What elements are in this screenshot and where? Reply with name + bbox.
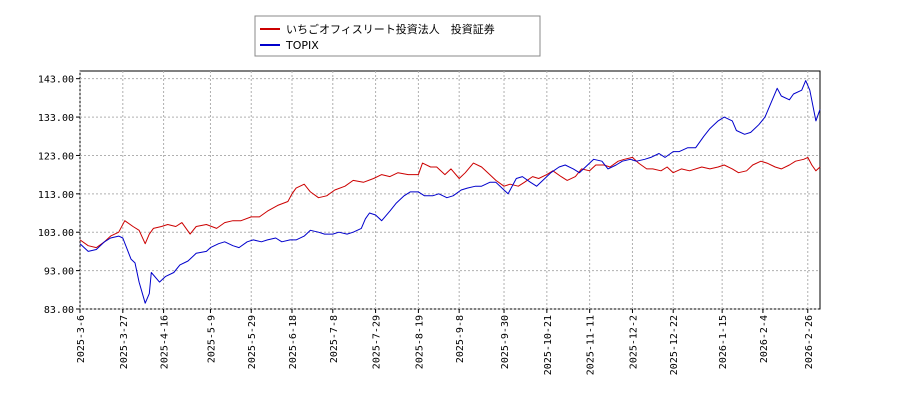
legend-box — [254, 15, 541, 57]
x-axis: 2025-3-6 2025-3-27 2025-4-16 2025-5-9 2025-5… — [76, 309, 815, 375]
x-tick-label: 2025-3-27 — [119, 315, 130, 369]
x-tick-label: 2026-2-26 — [804, 315, 815, 369]
x-tick-label: 2025-9-30 — [500, 315, 511, 369]
y-axis: 143.00 133.00 123.00 113.00 103.00 93.00 83.00 — [38, 75, 80, 316]
x-tick-label: 2025-5-9 — [206, 315, 217, 363]
y-tick-label: 123.00 — [38, 151, 74, 162]
x-tick-label: 2025-4-16 — [160, 315, 171, 369]
x-tick-label: 2025-7-29 — [372, 315, 383, 369]
x-tick-label: 2025-11-11 — [586, 315, 597, 375]
y-tick-label: 103.00 — [38, 228, 74, 239]
x-tick-label: 2025-7-8 — [329, 315, 340, 363]
y-tick-label: 93.00 — [44, 267, 74, 278]
x-tick-label: 2026-1-15 — [718, 315, 729, 369]
x-tick-label: 2025-6-18 — [288, 315, 299, 369]
y-tick-label: 143.00 — [38, 75, 74, 86]
x-tick-label: 2025-12-2 — [628, 315, 639, 369]
x-tick-label: 2025-12-22 — [669, 315, 680, 375]
grid-lines — [79, 71, 820, 310]
y-tick-label: 133.00 — [38, 113, 74, 124]
x-tick-label: 2025-3-6 — [76, 315, 87, 363]
x-tick-label: 2025-8-19 — [414, 315, 425, 369]
x-tick-label: 2026-2-4 — [759, 315, 770, 363]
y-tick-label: 83.00 — [44, 305, 74, 316]
legend-label-0: いちごオフィスリート投資法人 投資証券 — [286, 22, 495, 36]
series-line-topix — [79, 80, 821, 304]
x-tick-label: 2025-9-8 — [455, 315, 466, 363]
legend: いちごオフィスリート投資法人 投資証券 TOPIX — [254, 15, 541, 57]
x-tick-label: 2025-10-21 — [543, 315, 554, 375]
y-tick-label: 113.00 — [38, 190, 74, 201]
plot-area — [79, 70, 821, 310]
series-line-ichigo-office-reit — [79, 156, 821, 249]
series-lines — [79, 80, 821, 304]
legend-label-1: TOPIX — [285, 39, 319, 52]
x-tick-label: 2025-5-29 — [247, 315, 258, 369]
